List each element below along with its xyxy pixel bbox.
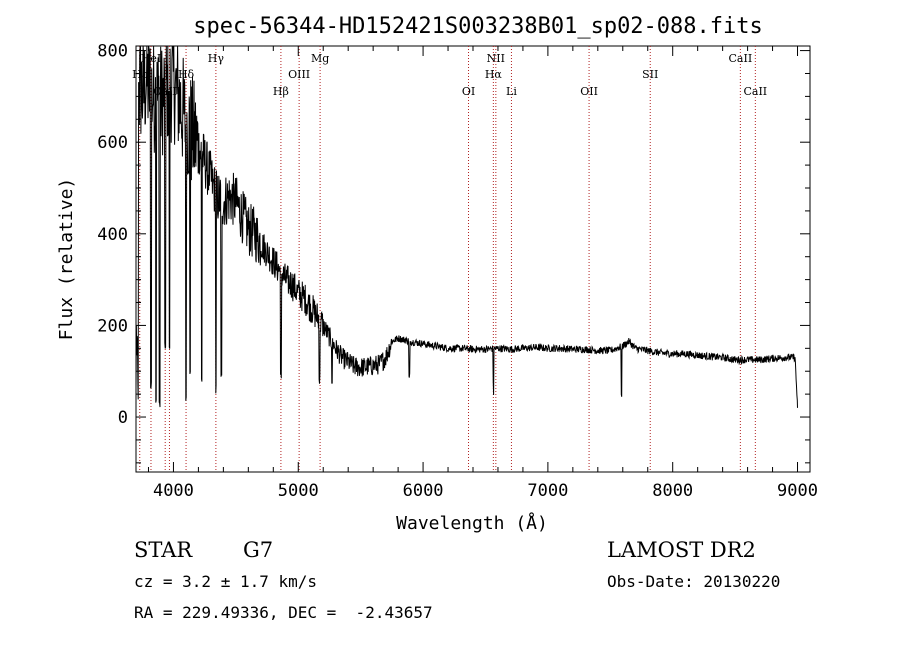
line-label: Hγ <box>208 52 225 65</box>
x-tick-label: 5000 <box>278 481 319 501</box>
x-tick-label: 7000 <box>527 481 568 501</box>
y-tick-label: 400 <box>97 225 128 245</box>
line-label: SII <box>642 68 658 81</box>
line-label: Li <box>506 85 517 98</box>
plot-frame <box>135 45 811 473</box>
line-label: NII <box>487 52 505 65</box>
x-tick-label: 4000 <box>153 481 194 501</box>
line-label: OI <box>462 85 475 98</box>
line-label: OII <box>580 85 598 98</box>
line-label: OIII <box>288 68 310 81</box>
class-label: STAR <box>134 538 193 562</box>
y-axis-label: Flux (relative) <box>56 178 77 341</box>
coordinates-text: RA = 229.49336, DEC = -2.43657 <box>134 603 433 622</box>
line-label: Mg <box>311 52 329 65</box>
spectral-line-markers <box>139 46 756 472</box>
x-tick-label: 8000 <box>652 481 693 501</box>
line-label: Hβ <box>273 85 289 98</box>
y-axis-ticks: 0 200 400 600 800 <box>97 42 810 464</box>
x-axis-ticks: 4000 5000 6000 7000 8000 9000 <box>147 46 818 501</box>
y-tick-label: 600 <box>97 133 128 153</box>
x-tick-label: 6000 <box>403 481 444 501</box>
y-tick-label: 200 <box>97 316 128 336</box>
obs-date-text: Obs-Date: 20130220 <box>607 572 781 591</box>
x-tick-label: 9000 <box>777 481 818 501</box>
survey-label: LAMOST DR2 <box>607 538 756 562</box>
chart-title: spec-56344-HD152421S003238B01_sp02-088.f… <box>193 14 763 39</box>
line-label: CaII <box>729 52 753 65</box>
x-axis-label: Wavelength (Å) <box>396 512 548 534</box>
redshift-text: cz = 3.2 ± 1.7 km/s <box>134 572 318 591</box>
subclass-label: G7 <box>243 538 274 562</box>
line-label: HeI <box>141 52 161 65</box>
spectrum-line <box>135 45 798 408</box>
y-tick-label: 0 <box>118 408 128 428</box>
line-label: CaII <box>743 85 767 98</box>
y-tick-label: 800 <box>97 42 128 62</box>
line-label: Hα <box>485 68 503 81</box>
line-label: Hδ <box>178 68 195 81</box>
